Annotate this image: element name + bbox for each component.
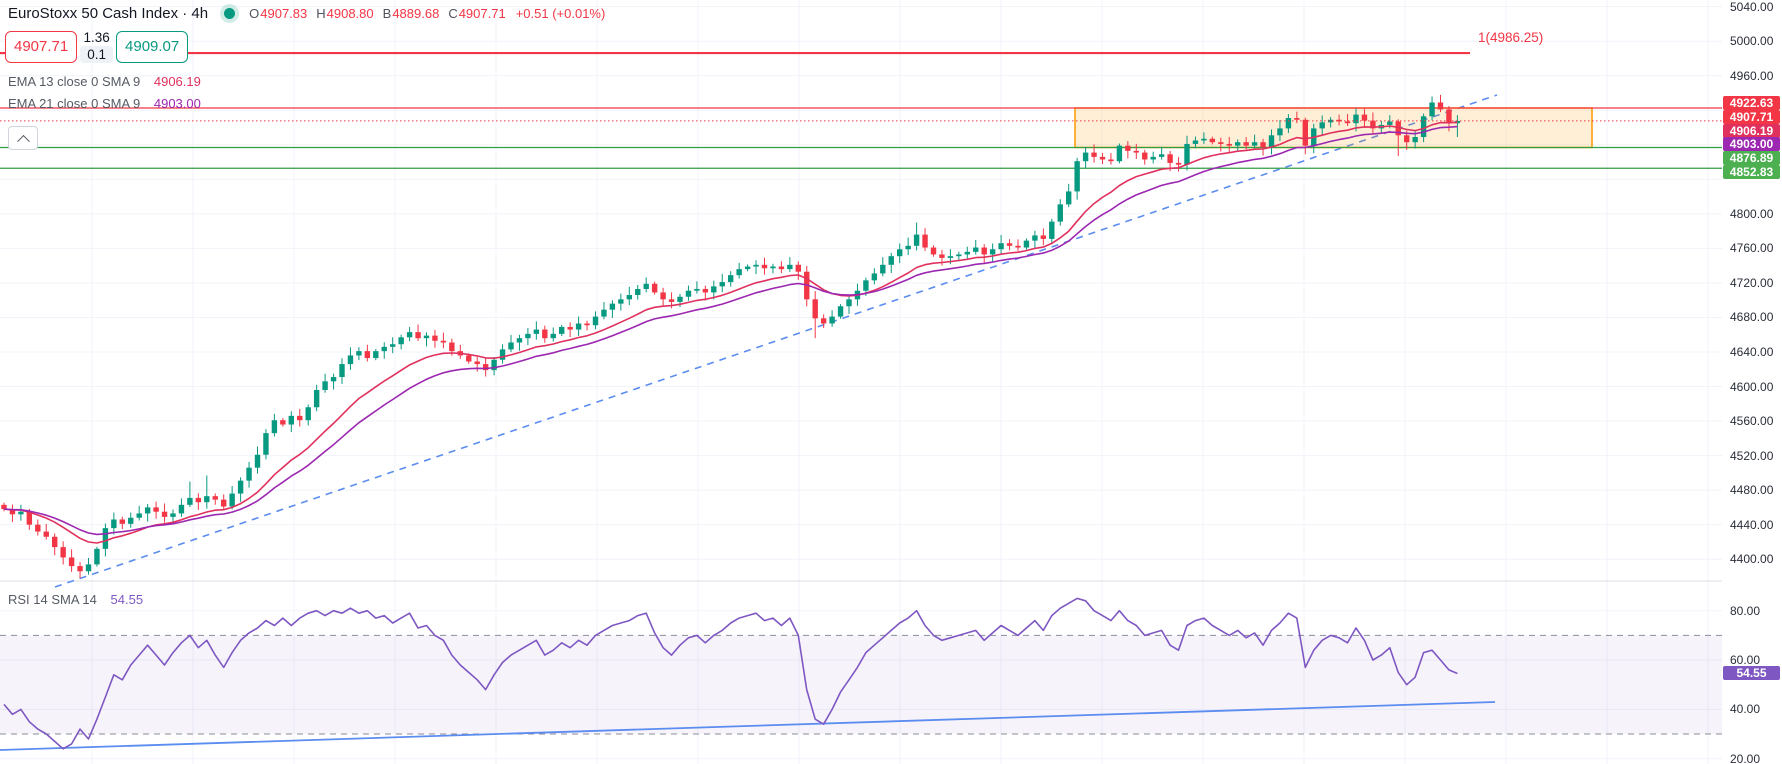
candlestick-series	[1, 94, 1461, 579]
rsi-band	[0, 634, 1722, 735]
close-value: 4907.71	[458, 6, 506, 21]
rsi-legend: RSI 14 SMA 14 54.55	[8, 592, 143, 607]
ema21-label: EMA 21 close 0 SMA 9	[8, 96, 141, 111]
axis-tick: 60.00	[1730, 653, 1761, 668]
price-range-tool[interactable]: 4907.71 1.36 0.1 4909.07	[0, 30, 189, 63]
fib-level-label[interactable]: 1(4986.25)	[1478, 30, 1544, 45]
grid	[0, 0, 1722, 764]
axis-tick: 4760.00	[1730, 241, 1774, 256]
price-tool-left-box[interactable]: 4907.71	[5, 30, 78, 63]
axis-tick: 4600.00	[1730, 379, 1774, 394]
trendlines[interactable]	[0, 94, 1498, 751]
close-label: C	[448, 6, 458, 21]
chevron-up-icon	[16, 134, 30, 148]
price-axis[interactable]: 5040.00 5000.00 4960.00 4800.00 4760.00 4720.…	[1722, 0, 1782, 764]
rsi-label: RSI 14 SMA 14	[8, 592, 97, 607]
open-label: O	[249, 6, 260, 21]
high-label: H	[316, 6, 326, 21]
axis-tick: 4640.00	[1730, 344, 1774, 359]
low-label: B	[382, 6, 392, 21]
ema13-value: 4906.19	[153, 74, 201, 89]
axis-tick: 40.00	[1730, 702, 1761, 717]
ema-lines	[3, 121, 1458, 544]
axis-tick: 5040.00	[1730, 0, 1774, 14]
collapse-pane-button[interactable]	[8, 126, 38, 150]
price-levels[interactable]	[0, 51, 1722, 169]
ema21-value: 4903.00	[153, 96, 201, 111]
axis-tick: 4680.00	[1730, 310, 1774, 325]
axis-tick: 4440.00	[1730, 517, 1774, 532]
rsi-line	[3, 597, 1458, 750]
price-badge: 4922.63	[1723, 96, 1780, 110]
rsi-value-badge: 54.55	[1723, 666, 1780, 681]
price-badge: 4907.71	[1723, 109, 1780, 124]
price-tool-right-box[interactable]: 4909.07	[116, 30, 189, 63]
price-badge: 4903.00	[1723, 137, 1780, 152]
axis-tick: 4800.00	[1730, 206, 1774, 221]
price-badge: 4906.19	[1723, 123, 1780, 138]
price-tool-diff: 1.36 0.1	[80, 30, 114, 63]
ema21-legend: EMA 21 close 0 SMA 9 4903.00	[8, 96, 201, 111]
axis-tick: 4520.00	[1730, 448, 1774, 463]
axis-tick: 4480.00	[1730, 483, 1774, 498]
axis-tick: 5000.00	[1730, 34, 1774, 49]
price-badge: 4852.83	[1723, 165, 1780, 179]
ema13-legend: EMA 13 close 0 SMA 9 4906.19	[8, 74, 201, 89]
high-value: 4908.80	[326, 6, 374, 21]
price-diff-pct: 0.1	[80, 46, 114, 63]
axis-tick: 4720.00	[1730, 275, 1774, 290]
symbol-title: EuroStoxx 50 Cash Index · 4h	[8, 5, 209, 22]
axis-tick: 4960.00	[1730, 68, 1774, 83]
ema13-label: EMA 13 close 0 SMA 9	[8, 74, 141, 89]
open-value: 4907.83	[260, 6, 308, 21]
rsi-value: 54.55	[110, 592, 144, 607]
axis-tick: 4400.00	[1730, 552, 1774, 567]
market-status-dot-icon	[224, 8, 236, 19]
change-value: +0.51 (+0.01%)	[515, 6, 606, 21]
price-badge: 4876.89	[1723, 151, 1780, 166]
axis-tick: 20.00	[1730, 751, 1761, 764]
price-diff-value: 1.36	[83, 30, 110, 45]
ohlc-readout: O 4907.83 H 4908.80 B 4889.68 C 4907.71 +0.5…	[249, 6, 605, 21]
low-value: 4889.68	[392, 6, 440, 21]
axis-tick: 80.00	[1730, 603, 1761, 618]
axis-tick: 4560.00	[1730, 414, 1774, 429]
